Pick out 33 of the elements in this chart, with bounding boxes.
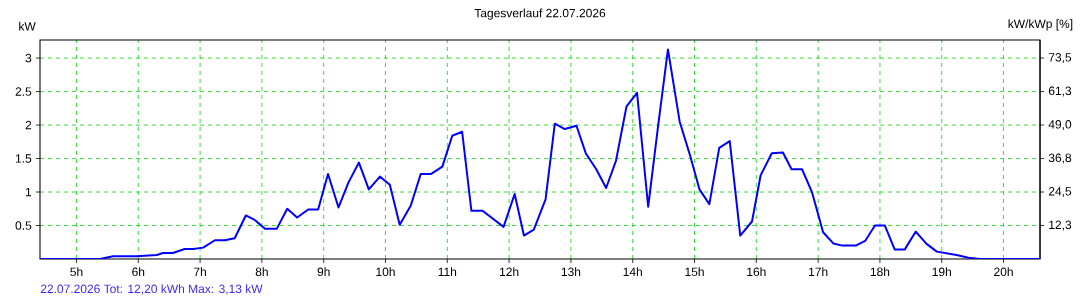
x-tick-label: 5h — [70, 267, 83, 277]
y2-tick-label: 12,3 — [1049, 220, 1072, 231]
y-tick-label: 2.5 — [15, 87, 32, 96]
x-tick-label: 13h — [561, 267, 581, 277]
x-tick-label: 19h — [932, 267, 951, 277]
y2-tick-label: 73,5 — [1048, 53, 1072, 63]
y-tick-label: 1.5 — [15, 154, 32, 163]
x-tick-label: 17h — [809, 267, 828, 276]
y-tick-label: 1 — [25, 187, 32, 197]
y2-axis-title: kW/kWp [%] — [1008, 19, 1073, 31]
y-tick-label: 0.5 — [15, 221, 32, 230]
x-tick-label: 7h — [194, 267, 206, 276]
x-tick-label: 20h — [994, 267, 1013, 277]
y-tick-label: 2 — [25, 120, 32, 130]
y-tick-label: 3 — [25, 53, 32, 63]
y2-tick-label: 36,8 — [1048, 153, 1072, 164]
y2-tick-label: 61,3 — [1048, 86, 1072, 97]
x-tick-label: 9h — [317, 267, 330, 277]
x-tick-label: 18h — [870, 267, 890, 277]
line-series — [40, 48, 1041, 259]
x-tick-label: 6h — [132, 267, 145, 277]
chart-title: Tagesverlauf 22.07.2026 — [474, 8, 606, 20]
y2-tick-label: 49,0 — [1048, 120, 1072, 130]
x-tick-label: 12h — [500, 267, 519, 276]
x-tick-label: 8h — [255, 267, 268, 277]
x-tick-label: 15h — [685, 267, 704, 277]
y-axis-title: kW — [19, 21, 36, 31]
text: 22.07.2026 Tot: 12,20 kWh Max: 3,13 kW — [40, 284, 263, 295]
x-tick-label: 10h — [376, 267, 395, 277]
x-tick-label: 14h — [623, 267, 642, 276]
y2-tick-label: 24,5 — [1048, 187, 1072, 197]
x-tick-label: 11h — [438, 267, 457, 276]
x-tick-label: 16h — [747, 267, 766, 277]
